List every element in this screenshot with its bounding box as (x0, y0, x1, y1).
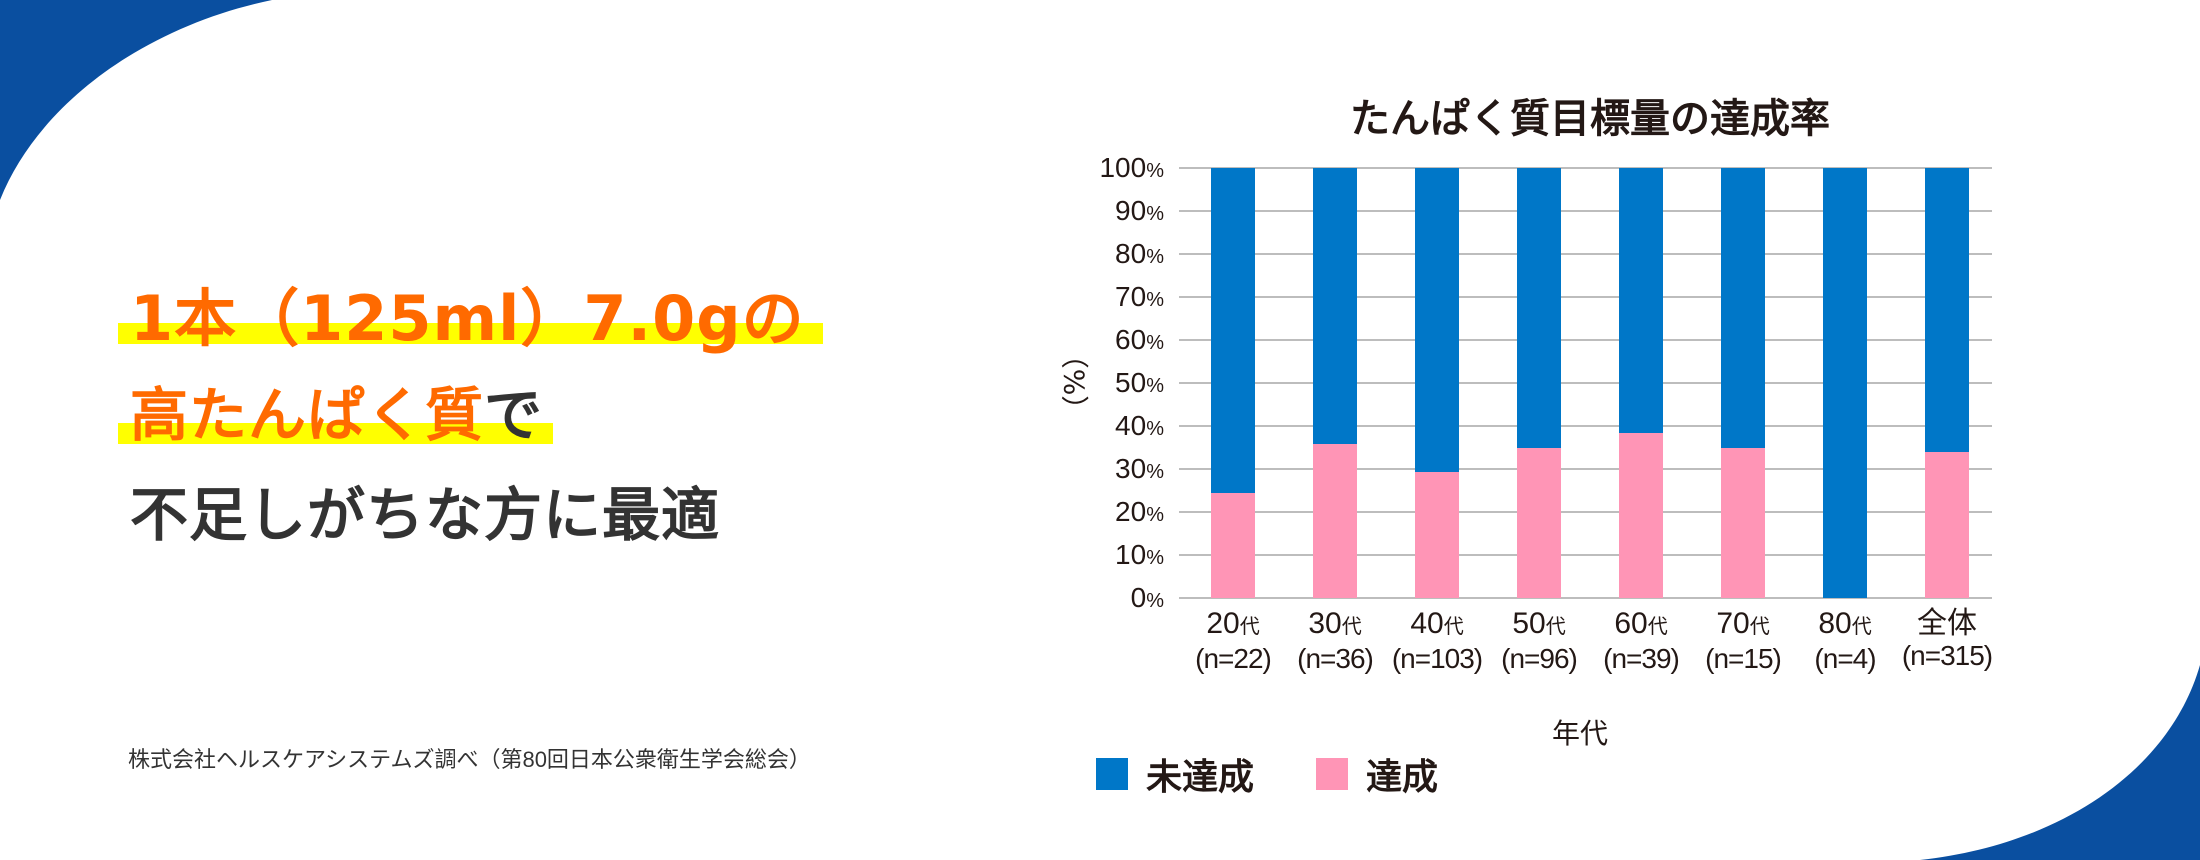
source-note: 株式会社ヘルスケアシステムズ調べ（第80回日本公衆衛生学会総会） (128, 747, 811, 772)
chart-legend: 未達成 達成 (1096, 748, 1500, 800)
gridline (1179, 382, 1992, 384)
bar-segment-achieved (1517, 447, 1561, 598)
legend-item-not-achieved: 未達成 (1096, 748, 1254, 800)
bar-segment-achieved (1211, 493, 1255, 598)
y-tick-label: 90% (1115, 195, 1164, 226)
gridline (1179, 339, 1992, 341)
legend-item-achieved: 達成 (1316, 748, 1438, 800)
headline-line-2: 高たんぱく質で (118, 368, 553, 452)
x-tick-label: 20代 (n=22) (1195, 607, 1272, 675)
bar-segment-not-achieved (1313, 168, 1357, 445)
bar-segment-not-achieved (1925, 168, 1969, 452)
bar-segment-not-achieved (1721, 168, 1765, 448)
y-tick-label: 0% (1130, 582, 1164, 613)
bar-segment-achieved (1415, 472, 1459, 598)
bar-segment-achieved (1313, 444, 1357, 598)
bar-segment-achieved (1619, 432, 1663, 598)
legend-swatch-pink (1316, 758, 1349, 790)
gridline (1179, 425, 1992, 427)
chart-title: たんぱく質目標量の達成率 (1350, 96, 1830, 142)
headline-line-1: 1本（125ml）7.0gの (118, 268, 823, 358)
y-tick-label: 80% (1115, 238, 1164, 269)
stacked-bar (1415, 168, 1459, 598)
bar-segment-not-achieved (1823, 168, 1867, 598)
x-tick-label: 30代 (n=36) (1297, 607, 1374, 675)
stacked-bar (1721, 168, 1765, 598)
yellow-highlight (118, 423, 553, 444)
x-tick-label: 全体 (n=315) (1901, 607, 1993, 672)
bar-segment-not-achieved (1415, 168, 1459, 472)
stacked-bar (1313, 168, 1357, 598)
bottom-right-swoosh (1920, 665, 2200, 860)
gridline (1179, 296, 1992, 298)
gridline (1179, 597, 1992, 599)
gridline (1179, 511, 1992, 513)
x-tick-label: 80代 (n=4) (1814, 607, 1876, 675)
stacked-bar (1517, 168, 1561, 598)
bar-segment-achieved (1721, 447, 1765, 598)
y-tick-label: 60% (1115, 324, 1164, 355)
bar-segment-achieved (1925, 451, 1969, 598)
gridline (1179, 468, 1992, 470)
stacked-bar (1211, 168, 1255, 598)
x-axis-label: 年代 (1552, 717, 1609, 750)
bar-segment-not-achieved (1619, 168, 1663, 433)
legend-swatch-blue (1096, 758, 1128, 790)
headline-emphasis: 高たんぱく質 (130, 381, 485, 449)
stacked-bar (1925, 168, 1969, 598)
y-tick-label: 40% (1115, 410, 1164, 441)
y-tick-label: 100% (1099, 152, 1164, 183)
gridline (1179, 210, 1992, 212)
x-tick-label: 70代 (n=15) (1705, 607, 1782, 675)
x-tick-label: 60代 (n=39) (1603, 607, 1680, 675)
top-left-swoosh (0, 0, 272, 200)
bar-segment-not-achieved (1211, 168, 1255, 494)
headline-line-3: 不足しがちな方に最適 (130, 481, 721, 549)
x-tick-label: 40代 (n=103) (1391, 607, 1483, 675)
yellow-highlight (118, 323, 823, 344)
y-tick-label: 10% (1115, 539, 1164, 570)
stacked-bar (1619, 168, 1663, 598)
plot-area (1179, 167, 1992, 599)
x-tick-label: 50代 (n=96) (1501, 607, 1578, 675)
stacked-bar (1823, 168, 1867, 598)
gridline (1179, 253, 1992, 255)
gridline (1179, 554, 1992, 556)
gridline (1179, 167, 1992, 169)
y-tick-label: 20% (1115, 496, 1164, 527)
y-tick-label: 50% (1115, 367, 1164, 398)
y-tick-label: 70% (1115, 281, 1164, 312)
y-tick-label: 30% (1115, 453, 1164, 484)
bar-segment-not-achieved (1517, 168, 1561, 448)
